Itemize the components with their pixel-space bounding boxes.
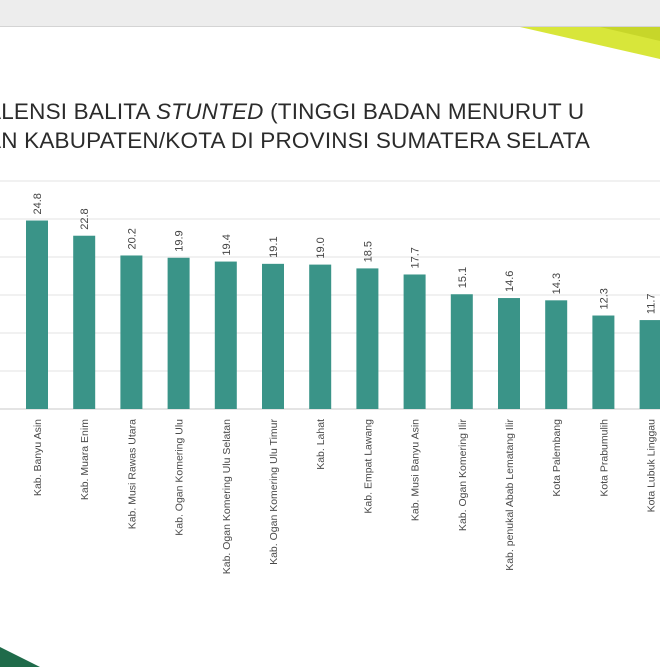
category-tick-label: Kab. Muara Enim [79,419,91,500]
bar [592,315,615,409]
data-label: 18.5 [362,241,374,262]
slide-area: ALENSI BALITA STUNTED (TINGGI BADAN MENU… [0,27,660,667]
data-label: 19.9 [174,230,186,251]
data-label: 19.0 [315,237,327,258]
bar [498,298,520,409]
category-tick-label: Kab. Ogan Komering Ulu Selatan [221,419,233,574]
footer-decoration [0,647,40,667]
bar [167,257,190,409]
category-tick-label: Kab. penukal Abab Lematang Ilir [504,419,516,571]
data-label: 19.4 [221,234,233,255]
category-tick-label: Kab. Banyu Asin [32,419,44,496]
title-italic-word: STUNTED [155,99,264,124]
bar [214,261,237,409]
data-label: 15.1 [457,267,469,288]
bar [309,264,332,409]
decorative-corner-stripe [520,27,660,59]
data-label: 22.8 [79,208,91,229]
category-tick-label: Kab. Musi Banyu Asin [410,419,422,521]
data-label: 14.6 [504,271,516,292]
title-suffix: (TINGGI BADAN MENURUT U [263,99,585,124]
bar [545,300,568,409]
bar [356,268,379,409]
category-tick-label: Kab. Ogan Komering Ulu Timur [268,419,280,565]
data-label: 17.7 [410,247,422,268]
bar [403,274,426,409]
data-label: 20.2 [126,228,138,249]
category-tick-label: Kota Prabumulih [598,419,610,497]
data-label: 11.7 [646,293,658,314]
category-tick-label: Kab. Ogan Komering Ilir [457,419,469,532]
bar [26,220,48,409]
bar-chart: 24.8 Kab. Banyu Asin 22.8 Kab. Muara Enim 20… [0,180,660,574]
chart-title-line-2: AN KABUPATEN/KOTA DI PROVINSI SUMATERA S… [0,128,591,153]
data-label: 14.3 [551,273,563,294]
data-label: 19.1 [268,236,280,257]
category-tick-label: Kab. Ogan Komering Ulu [174,419,186,536]
bar [450,294,473,409]
title-prefix: ALENSI BALITA [0,99,156,124]
category-tick-label: Kab. Empat Lawang [362,419,374,514]
bar [73,235,96,409]
category-tick-label: Kab. Musi Rawas Utara [126,419,138,529]
chart-title-line-1: ALENSI BALITA STUNTED (TINGGI BADAN MENU… [0,99,584,125]
category-tick-label: Kab. Lahat [315,419,327,470]
bar [262,263,284,409]
top-strip [0,0,660,27]
bar [120,255,143,409]
bar [639,320,660,409]
data-label: 12.3 [598,288,610,309]
category-tick-label: Kota Lubuk Linggau [646,419,658,513]
category-tick-label: Kota Palembang [551,419,563,497]
data-label: 24.8 [32,193,44,214]
